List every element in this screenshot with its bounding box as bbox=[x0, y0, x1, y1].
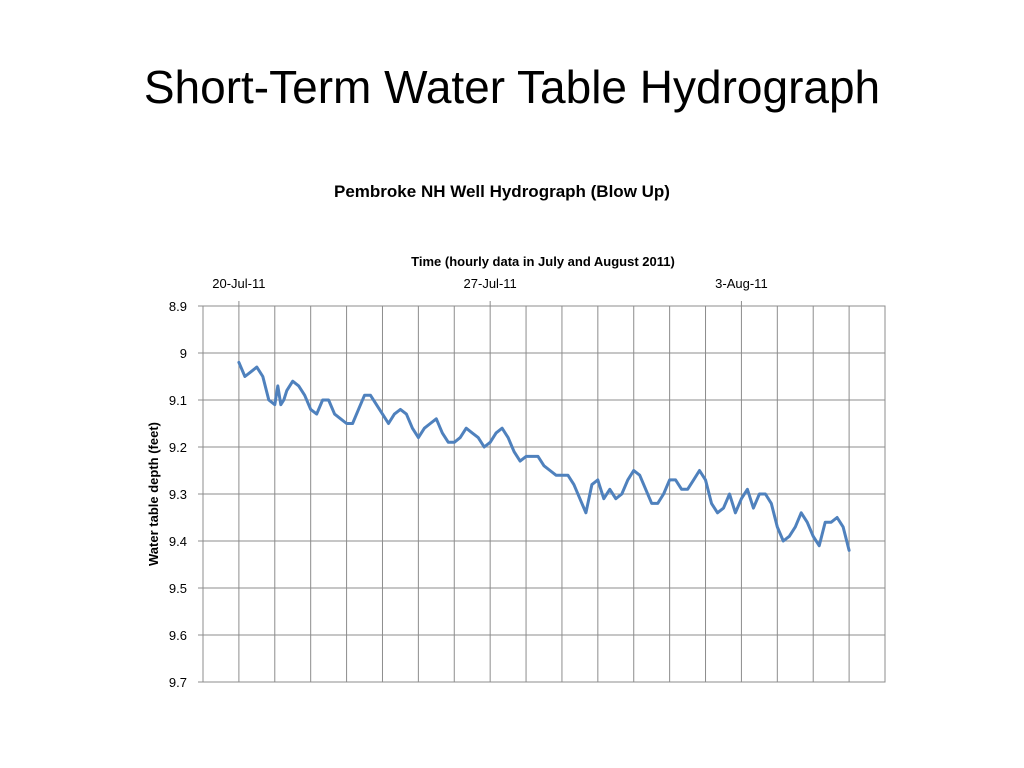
y-tick-label: 9.1 bbox=[169, 393, 187, 408]
chart-title: Pembroke NH Well Hydrograph (Blow Up) bbox=[334, 182, 670, 201]
x-axis-label: Time (hourly data in July and August 201… bbox=[411, 254, 675, 269]
x-tick-label: 20-Jul-11 bbox=[212, 276, 265, 291]
y-tick-label: 9.6 bbox=[169, 628, 187, 643]
y-tick-label: 8.9 bbox=[169, 299, 187, 314]
slide-title: Short-Term Water Table Hydrograph bbox=[143, 61, 881, 113]
y-tick-label: 9.4 bbox=[169, 534, 187, 549]
y-tick-label: 9 bbox=[180, 346, 187, 361]
y-tick-label: 9.2 bbox=[169, 440, 187, 455]
x-tick-label: 3-Aug-11 bbox=[715, 276, 768, 291]
y-axis-label: Water table depth (feet) bbox=[146, 422, 161, 566]
y-tick-label: 9.3 bbox=[169, 487, 187, 502]
y-tick-label: 9.5 bbox=[169, 581, 187, 596]
series-layer bbox=[237, 360, 851, 552]
x-tick-label: 27-Jul-11 bbox=[464, 276, 517, 291]
y-tick-label: 9.7 bbox=[169, 675, 187, 690]
plot-border bbox=[202, 305, 886, 683]
series-line-water-depth bbox=[237, 360, 851, 552]
grid-lines bbox=[198, 301, 886, 683]
tick-labels: 8.9 9 9.1 9.2 9.3 9.4 9.5 9.6 9.7 20-Jul-11 27-Jul… bbox=[169, 276, 768, 690]
